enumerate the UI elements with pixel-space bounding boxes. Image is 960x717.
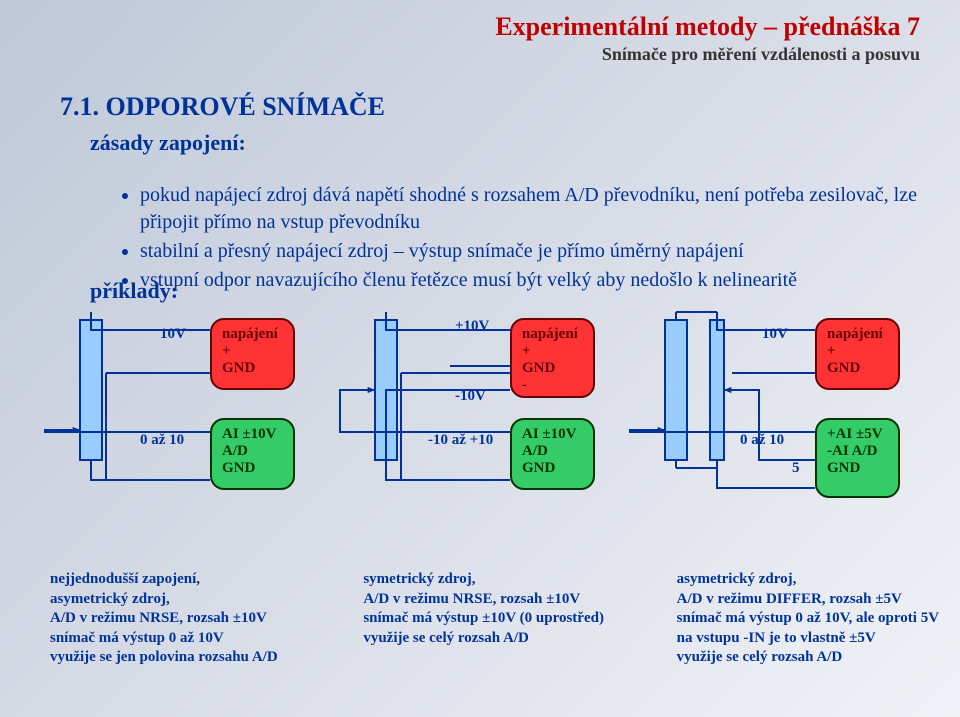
d1-supply-v: 10V (160, 326, 186, 343)
d3-supply-v: 10V (762, 326, 788, 343)
d2-supply-box: napájení+GND- (510, 318, 595, 398)
d2-ad-box: AI ±10V A/DGND (510, 418, 595, 490)
d1-range: 0 až 10 (140, 432, 184, 449)
desc-2: symetrický zdroj,A/D v režimu NRSE, rozs… (353, 570, 646, 668)
d2-bot-v: -10V (455, 388, 486, 405)
desc-1: nejjednodušší zapojení,asymetrický zdroj… (40, 570, 333, 668)
slide: Experimentální metody – přednáška 7 Sním… (0, 0, 960, 717)
d1-ad-box: AI ±10V A/DGND (210, 418, 295, 490)
d3-ad-box: +AI ±5V-AI A/DGND (815, 418, 900, 498)
descriptions-row: nejjednodušší zapojení,asymetrický zdroj… (0, 570, 960, 668)
d2-range: -10 až +10 (428, 432, 493, 449)
d3-supply-box: napájení+GND (815, 318, 900, 390)
d3-range: 0 až 10 (740, 432, 784, 449)
d3-mid-v: 5 (792, 460, 800, 477)
d1-supply-box: napájení+GND (210, 318, 295, 390)
d2-top-v: +10V (455, 318, 489, 335)
desc-3: asymetrický zdroj,A/D v režimu DIFFER, r… (667, 570, 960, 668)
